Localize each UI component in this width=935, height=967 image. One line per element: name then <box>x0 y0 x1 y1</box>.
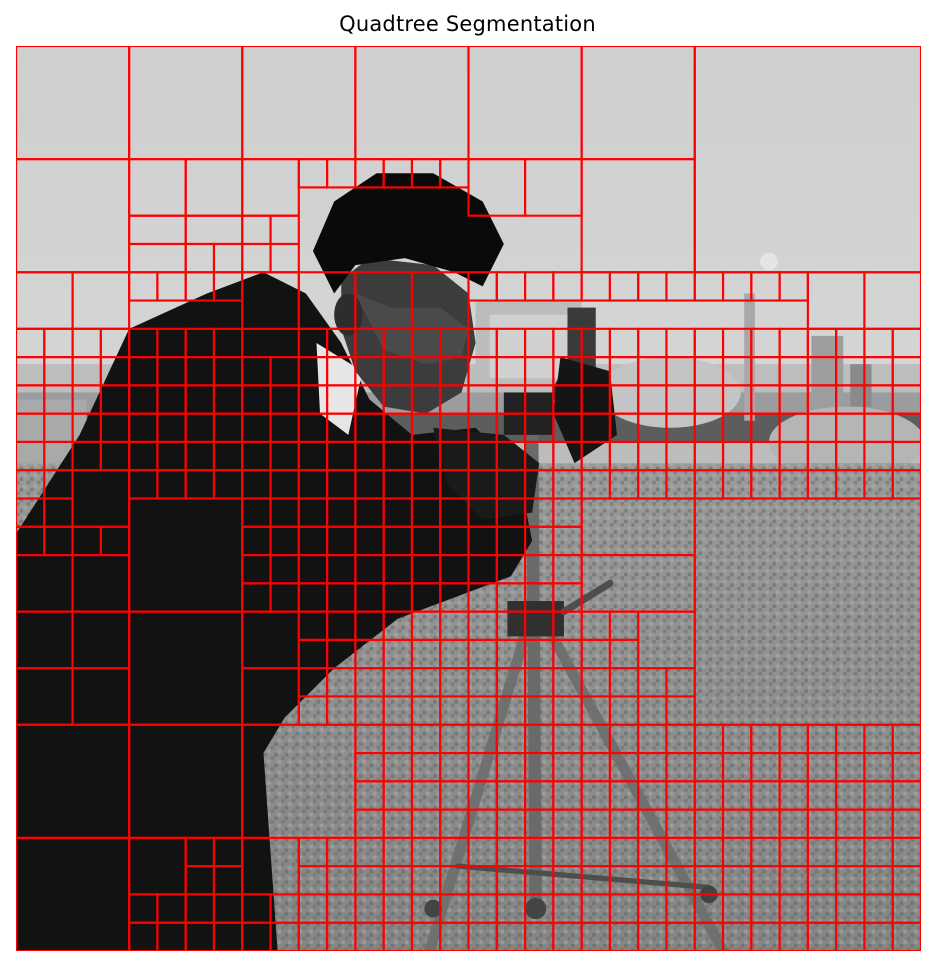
quadtree-cell <box>891 921 921 951</box>
quadtree-grid <box>16 46 921 951</box>
plot-area <box>16 46 921 951</box>
camera <box>475 300 596 435</box>
cameraman-image <box>16 46 921 951</box>
figure-title: Quadtree Segmentation <box>339 12 596 36</box>
